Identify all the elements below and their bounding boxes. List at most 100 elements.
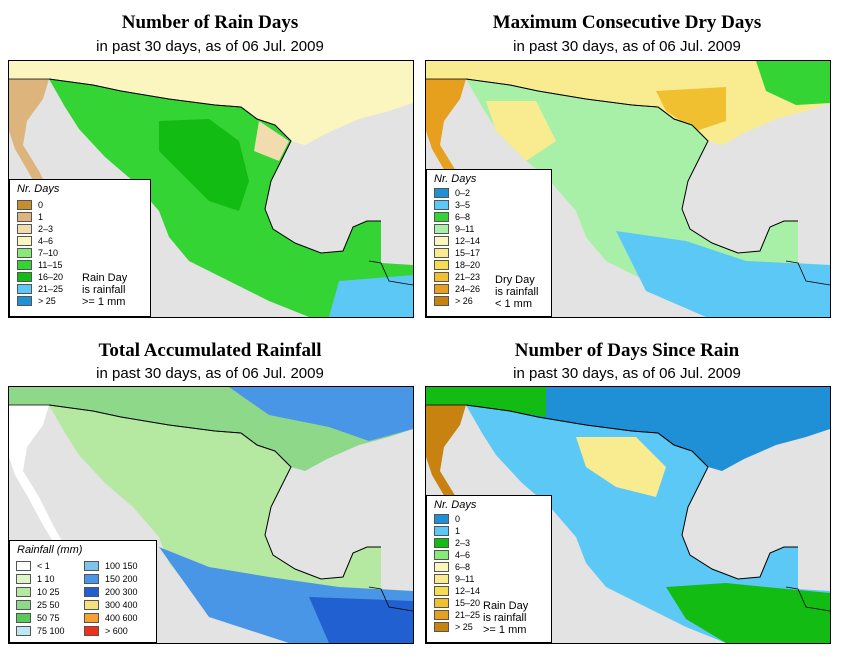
legend-swatch xyxy=(17,236,32,246)
legend-label: 0–2 xyxy=(455,188,471,198)
panel-subtitle: in past 30 days, as of 06 Jul. 2009 xyxy=(513,38,741,55)
legend-swatch xyxy=(17,284,32,294)
legend-swatch xyxy=(16,613,31,623)
legend-note: Rain Day is rainfall >= 1 mm xyxy=(82,272,127,308)
legend-label: < 1 xyxy=(37,561,50,571)
legend: Nr. Days 0 1 2–3 4–6 6–8 9–11 12–14 15–2… xyxy=(426,495,552,643)
days-since-rain-map: Nr. Days 0 1 2–3 4–6 6–8 9–11 12–14 15–2… xyxy=(425,386,831,644)
legend-swatch xyxy=(434,586,449,596)
region-south-wet xyxy=(616,231,830,317)
legend-swatch xyxy=(434,562,449,572)
legend-label: 9–11 xyxy=(455,574,475,584)
note-line: >= 1 mm xyxy=(483,624,527,636)
legend-label: 25 50 xyxy=(37,600,60,610)
legend-swatch xyxy=(434,610,449,620)
legend-label: 100 150 xyxy=(105,561,138,571)
legend-label: 16–20 xyxy=(38,272,64,282)
legend-swatch xyxy=(434,526,449,536)
legend-label: 24–26 xyxy=(455,284,481,294)
legend-swatch xyxy=(434,212,449,222)
legend-swatch xyxy=(16,561,31,571)
legend-label: 2–3 xyxy=(455,538,471,548)
legend-label: 1 10 xyxy=(37,574,55,584)
legend-label: 300 400 xyxy=(105,600,138,610)
legend-label: 12–14 xyxy=(455,236,481,246)
legend-label: > 26 xyxy=(455,296,473,306)
legend-swatch xyxy=(17,224,32,234)
legend-swatch xyxy=(84,613,99,623)
region-south-green xyxy=(666,583,830,643)
legend-swatch xyxy=(16,626,31,636)
panel-rain-days: Number of Rain Days in past 30 days, as … xyxy=(4,2,416,322)
legend-swatch xyxy=(434,622,449,632)
region-south-wet xyxy=(329,275,413,317)
legend-swatch xyxy=(17,260,32,270)
legend-note: Dry Day is rainfall < 1 mm xyxy=(495,274,538,310)
country-border xyxy=(426,404,830,612)
panel-dry-days: Maximum Consecutive Dry Days in past 30 … xyxy=(421,2,833,322)
legend-swatch xyxy=(434,538,449,548)
legend-swatch xyxy=(16,574,31,584)
legend-note: Rain Day is rainfall >= 1 mm xyxy=(483,600,528,636)
legend-label: 9–11 xyxy=(455,224,475,234)
legend-title: Nr. Days xyxy=(17,183,60,195)
panel-title: Total Accumulated Rainfall xyxy=(98,340,322,361)
legend-label: 1 xyxy=(38,212,44,222)
legend-swatch xyxy=(17,200,32,210)
legend-label: 0 xyxy=(38,200,44,210)
legend-label: 75 100 xyxy=(37,626,65,636)
legend-swatch xyxy=(84,561,99,571)
region-us-east xyxy=(756,61,830,105)
legend-swatch xyxy=(84,600,99,610)
legend-label: 21–25 xyxy=(455,610,481,620)
note-line: is rainfall xyxy=(82,284,126,296)
panel-total-rainfall: Total Accumulated Rainfall in past 30 da… xyxy=(4,330,416,650)
region-us-dry xyxy=(656,87,726,131)
land-mexico xyxy=(466,79,830,317)
region-sierra xyxy=(159,119,249,211)
panel-subtitle: in past 30 days, as of 06 Jul. 2009 xyxy=(96,38,324,55)
legend-title: Rainfall (mm) xyxy=(17,544,83,556)
legend: Rainfall (mm) < 1 1 10 10 25 25 50 50 75… xyxy=(9,540,157,643)
legend-swatch xyxy=(16,587,31,597)
legend-label: 10 25 xyxy=(37,587,60,597)
land-baja xyxy=(426,79,480,219)
country-border xyxy=(9,404,413,612)
legend-label: 4–6 xyxy=(38,236,54,246)
legend-swatch xyxy=(17,296,32,306)
country-border xyxy=(426,78,830,286)
legend-label: 3–5 xyxy=(455,200,471,210)
legend-label: 4–6 xyxy=(455,550,471,560)
legend-swatch xyxy=(17,248,32,258)
legend-swatch xyxy=(434,284,449,294)
region-mexico-dry xyxy=(576,437,666,497)
legend-label: > 600 xyxy=(105,626,128,636)
panel-title: Number of Days Since Rain xyxy=(514,340,740,361)
legend-label: > 25 xyxy=(455,622,473,632)
legend-swatch xyxy=(434,248,449,258)
country-border xyxy=(9,78,413,286)
legend-title: Nr. Days xyxy=(434,499,477,511)
legend-label: > 25 xyxy=(38,296,56,306)
panel-title: Maximum Consecutive Dry Days xyxy=(492,12,762,33)
legend-label: 15–17 xyxy=(455,248,481,258)
land-baja xyxy=(426,405,480,545)
legend: Nr. Days 0 1 2–3 4–6 7–10 11–15 16–20 21… xyxy=(9,179,151,317)
panel-subtitle: in past 30 days, as of 06 Jul. 2009 xyxy=(96,365,324,382)
legend-swatch xyxy=(434,272,449,282)
legend-label: 18–20 xyxy=(455,260,481,270)
region-us-wet xyxy=(229,387,413,441)
legend-swatch xyxy=(434,574,449,584)
legend-label: 12–14 xyxy=(455,586,481,596)
legend-label: 11–15 xyxy=(38,260,63,270)
rain-days-map: Nr. Days 0 1 2–3 4–6 7–10 11–15 16–20 21… xyxy=(8,60,414,318)
panel-title: Number of Rain Days xyxy=(121,12,299,33)
total-rainfall-map: Rainfall (mm) < 1 1 10 10 25 25 50 50 75… xyxy=(8,386,414,644)
dry-days-map: Nr. Days 0–2 3–5 6–8 9–11 12–14 15–17 18… xyxy=(425,60,831,318)
legend-title: Nr. Days xyxy=(434,173,477,185)
legend-label: 6–8 xyxy=(455,562,471,572)
note-line: Rain Day xyxy=(483,600,529,612)
legend-swatch xyxy=(434,296,449,306)
legend-swatch xyxy=(434,260,449,270)
legend-label: 21–23 xyxy=(455,272,481,282)
